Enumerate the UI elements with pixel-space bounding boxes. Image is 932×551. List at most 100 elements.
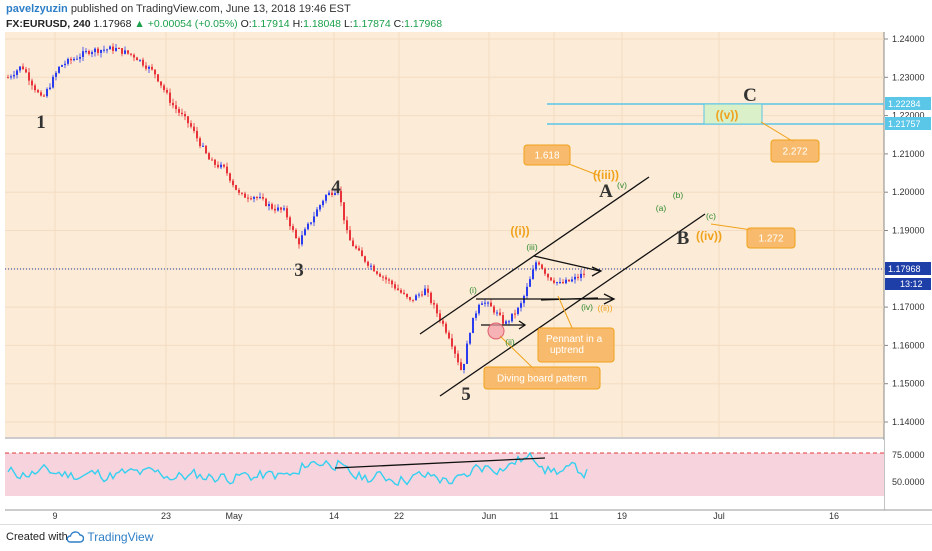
candle-body [310,222,312,224]
y-tick-label: 1.24000 [892,34,925,44]
candle-body [229,173,231,181]
x-tick-label: 22 [394,511,404,521]
candle-body [322,200,324,206]
footer: Created with TradingView [0,524,932,551]
pennant-callout[interactable]: Pennant in a uptrend [537,327,615,363]
candle-body [55,72,57,77]
candle-body [325,195,327,201]
candle-body [529,279,531,287]
candle-body [19,66,21,71]
rsi-band [5,453,884,496]
x-tick-label: 9 [52,511,57,521]
open-label: O: [240,18,252,30]
candle-body [412,299,414,301]
candle-body [106,49,108,51]
price-label-upper-target: 1.22284 [885,97,931,110]
diving-board-callout[interactable]: Diving board pattern [483,366,601,390]
chart-header: pavelzyuzin published on TradingView.com… [0,0,932,32]
candle-body [43,95,45,97]
candle-body [88,51,90,54]
candle-body [475,313,477,318]
candle-body [160,81,162,86]
candle-body [226,166,228,174]
price-label-lower-target: 1.21757 [885,117,931,130]
tradingview-logo[interactable]: TradingView [66,529,153,544]
candle-body [346,220,348,231]
rsi-divergence-line [334,457,546,469]
brand-name: TradingView [87,529,154,544]
price-chart[interactable]: 1.24000 1.23000 1.22000 1.21000 1.20000 1.190… [0,32,932,524]
fib-2272-callout[interactable]: 2.272 [770,139,820,163]
x-tick-label: 11 [549,511,558,521]
candle-body [148,66,150,69]
candle-body [262,197,264,199]
rsi-line [7,451,588,487]
low-label: L: [343,18,353,30]
candle-body [367,261,369,266]
last-price: 1.17968 [93,18,132,30]
candle-body [250,198,252,200]
fib-1272-callout[interactable]: 1.272 [746,227,796,249]
candle-body [175,105,177,110]
highlight-circle [487,322,505,340]
y-tick-label: 1.22000 [892,111,925,121]
candle-body [397,288,399,291]
candle-body [415,295,417,301]
wave-label-b-green: (b) [673,190,684,200]
candle-body [331,192,333,195]
ohlc-line: FX:EURUSD, 240 1.17968 ▲ +0.00054 (+0.05… [6,18,442,30]
candle-body [490,302,492,307]
fib-1618-callout[interactable]: 1.618 [523,144,571,166]
candle-body [154,69,156,75]
candle-body [283,208,285,210]
svg-text:1.22284: 1.22284 [888,99,921,109]
channel-lower-line [439,213,706,397]
candle-body [394,284,396,289]
candle-body [517,307,519,314]
candle-body [418,294,420,296]
candle-body [94,48,96,53]
candle-body [580,273,582,278]
candle-body [280,207,282,210]
callout-text: Diving board pattern [497,374,587,385]
candle-body [535,262,537,270]
y-tick-label: 1.21000 [892,149,925,159]
wave-label-v-orange: ((v)) [716,108,739,122]
candle-body [499,312,501,316]
candle-countdown: 13:12 [885,278,931,290]
candle-body [493,306,495,313]
candle-body [196,130,198,139]
candle-body [232,180,234,186]
candle-body [238,189,240,193]
candle-body [379,273,381,277]
candle-body [145,65,147,69]
candle-body [217,164,219,168]
candle-body [115,47,117,51]
candle-body [502,315,504,324]
candle-body [292,226,294,230]
cloud-icon [66,531,85,543]
candle-body [49,87,51,90]
candle-body [136,57,138,61]
wave-label-1: 1 [36,112,46,133]
main-plot-area[interactable] [5,32,884,437]
candle-body [304,229,306,236]
candle-body [109,46,111,50]
candle-body [520,303,522,308]
candle-body [37,90,39,93]
wave-label-i-green: (i) [469,285,477,295]
candle-body [433,303,435,305]
candle-body [10,76,12,78]
candle-body [241,192,243,194]
candle-body [166,90,168,93]
candle-body [472,317,474,334]
candle-body [385,277,387,280]
candle-body [271,204,273,209]
price-change: +0.00054 (+0.05%) [147,18,238,30]
candle-body [328,192,330,196]
candle-body [316,209,318,217]
candle-body [469,333,471,344]
candle-body [127,50,129,54]
candle-body [553,280,555,283]
author-name[interactable]: pavelzyuzin [6,3,68,15]
